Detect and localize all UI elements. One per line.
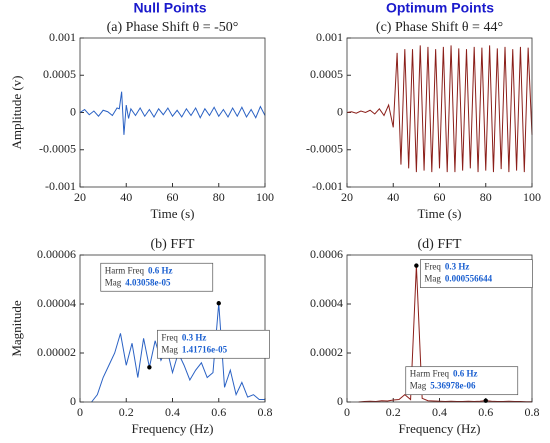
data-tip-key: Harm Freq	[410, 369, 450, 379]
y-tick-label: -0.0005	[306, 142, 343, 156]
data-tip-key: Harm Freq	[105, 265, 145, 275]
data-tip-key: Freq	[424, 262, 441, 272]
data-tip-value: 0.3 Hz	[182, 332, 207, 342]
x-tick-label: 0.6	[478, 405, 493, 419]
x-tick-label: 0.2	[386, 405, 401, 419]
x-tick-label: 0.2	[119, 405, 134, 419]
data-tip-box	[157, 329, 270, 359]
data-line	[79, 91, 266, 135]
data-tip-point	[216, 301, 221, 306]
y-tick-label: 0.0005	[310, 67, 343, 81]
data-tip-text: Mag 0.000556644	[424, 274, 492, 284]
x-tick-label: 60	[434, 190, 446, 204]
x-axis-label: Frequency (Hz)	[399, 421, 481, 436]
data-tip-value: 1.41716e-05	[182, 344, 228, 354]
data-tip-text: Harm Freq 0.6 Hz	[105, 265, 173, 275]
y-tick-label: 0	[70, 394, 76, 408]
y-tick-label: 0	[70, 104, 76, 118]
data-tip-text: Freq 0.3 Hz	[424, 262, 469, 272]
data-tip-point	[147, 365, 152, 370]
data-tip-key: Mag	[424, 274, 441, 284]
y-tick-label: 0.001	[316, 30, 343, 44]
y-tick-label: 0.0005	[43, 67, 76, 81]
data-tip-value: 5.36978e-06	[430, 381, 476, 391]
x-tick-label: 0.8	[258, 405, 273, 419]
y-axis-label: Magnitude	[9, 300, 24, 357]
data-line	[346, 45, 533, 173]
data-tip-value: 4.03058e-05	[125, 277, 171, 287]
x-tick-label: 40	[387, 190, 399, 204]
y-tick-label: -0.001	[45, 179, 76, 193]
x-tick-label: 0	[344, 405, 350, 419]
x-tick-label: 20	[74, 190, 86, 204]
axes-box	[346, 254, 533, 403]
y-axis-label: Amplitude (v)	[9, 75, 24, 149]
x-tick-label: 0.4	[432, 405, 447, 419]
y-tick-label: -0.0005	[39, 142, 76, 156]
x-tick-label: 0.6	[211, 405, 226, 419]
data-tip-key: Freq	[161, 332, 178, 342]
chart-title: (c) Phase Shift θ = 44°	[376, 20, 503, 35]
data-tip-key: Mag	[161, 344, 178, 354]
x-tick-label: 80	[480, 190, 492, 204]
x-tick-label: 40	[120, 190, 132, 204]
data-tip-point	[483, 398, 488, 403]
x-tick-label: 60	[167, 190, 179, 204]
data-line	[358, 265, 532, 403]
y-tick-label: 0.0004	[310, 296, 343, 310]
data-tip-text: Mag 4.03058e-05	[105, 277, 171, 287]
x-tick-label: 20	[341, 190, 353, 204]
axes-box	[79, 37, 266, 188]
chart-title: (b) FFT	[151, 237, 195, 252]
chart-title: (d) FFT	[418, 237, 462, 252]
x-tick-label: 100	[256, 190, 274, 204]
y-tick-label: -0.001	[312, 179, 343, 193]
y-tick-label: 0.00004	[37, 296, 76, 310]
x-axis-label: Frequency (Hz)	[132, 421, 214, 436]
data-tip-box	[420, 259, 533, 288]
data-tip-point	[414, 263, 419, 268]
data-tip-text: Harm Freq 0.6 Hz	[410, 369, 478, 379]
x-tick-label: 80	[213, 190, 225, 204]
data-tip-text: Mag 1.41716e-05	[161, 344, 227, 354]
data-tip-value: 0.6 Hz	[453, 369, 478, 379]
data-tip-box	[100, 262, 214, 292]
data-tip-text: Freq 0.3 Hz	[161, 332, 206, 342]
x-axis-label: Time (s)	[151, 206, 195, 221]
x-tick-label: 100	[523, 190, 541, 204]
data-tip-key: Mag	[410, 381, 427, 391]
column-title: Optimum Points	[386, 0, 494, 16]
axes-box	[79, 254, 266, 403]
data-tip-value: 0.000556644	[445, 274, 493, 284]
y-tick-label: 0.001	[49, 30, 76, 44]
y-tick-label: 0.00006	[37, 247, 76, 261]
data-tip-value: 0.3 Hz	[445, 262, 470, 272]
data-tip-value: 0.6 Hz	[148, 265, 173, 275]
x-tick-label: 0.4	[165, 405, 180, 419]
column-title: Null Points	[133, 0, 206, 16]
chart-title: (a) Phase Shift θ = -50°	[107, 20, 239, 35]
x-axis-label: Time (s)	[418, 206, 462, 221]
y-tick-label: 0.0002	[310, 345, 343, 359]
plot-area	[80, 38, 265, 187]
y-tick-label: 0.0006	[310, 247, 343, 261]
y-tick-label: 0	[337, 394, 343, 408]
y-tick-label: 0.00002	[37, 345, 76, 359]
data-tip-box	[405, 366, 519, 396]
x-tick-label: 0.8	[525, 405, 540, 419]
y-tick-label: 0	[337, 104, 343, 118]
axes-box	[346, 37, 533, 188]
x-tick-label: 0	[77, 405, 83, 419]
data-tip-key: Mag	[105, 277, 122, 287]
data-tip-text: Mag 5.36978e-06	[410, 381, 476, 391]
